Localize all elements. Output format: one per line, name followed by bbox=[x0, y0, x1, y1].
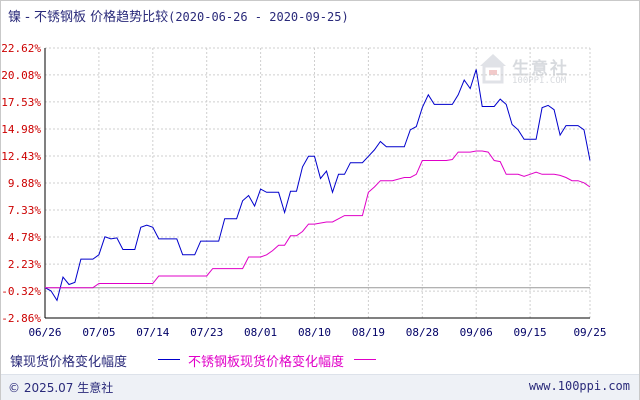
x-tick-label: 08/19 bbox=[352, 326, 385, 339]
x-tick-label: 09/15 bbox=[514, 326, 547, 339]
y-tick-label: 20.08% bbox=[1, 69, 41, 82]
axis-layer bbox=[44, 48, 590, 319]
footer-copyright: © 2025.07 生意社 bbox=[8, 381, 114, 395]
x-tick-label: 06/26 bbox=[28, 326, 61, 339]
grid-layer bbox=[44, 47, 591, 319]
legend-swatch-nickel bbox=[158, 359, 180, 360]
y-tick-label: 2.23% bbox=[8, 258, 41, 271]
x-tick-label: 07/23 bbox=[190, 326, 223, 339]
x-tick-label: 08/28 bbox=[406, 326, 439, 339]
chart-date-range: (2020-06-26 - 2020-09-25) bbox=[168, 10, 349, 24]
x-tick-labels: 06/26 07/05 07/14 07/23 08/01 08/10 08/19 08/28… bbox=[28, 326, 606, 339]
legend-swatch-stainless bbox=[354, 359, 376, 360]
watermark-url: 100PPI.COM bbox=[512, 76, 567, 86]
chart-title-text: 镍 - 不锈钢板 价格趋势比较 bbox=[8, 10, 169, 25]
legend-label-nickel: 镍现货价格变化幅度 bbox=[10, 355, 128, 370]
watermark-brand: 生意社 bbox=[512, 59, 569, 79]
y-tick-label: 9.88% bbox=[8, 177, 41, 190]
stainless-steel-price-line bbox=[45, 150, 591, 289]
legend-label-stainless: 不锈钢板现货价格变化幅度 bbox=[188, 355, 345, 370]
x-tick-label: 09/06 bbox=[460, 326, 493, 339]
nickel-price-line bbox=[44, 69, 591, 302]
x-tick-label: 08/10 bbox=[298, 326, 331, 339]
y-tick-label: 17.53% bbox=[1, 96, 41, 109]
series-layer bbox=[44, 69, 591, 302]
y-tick-labels: 22.62% 20.08% 17.53% 14.98% 12.43% 9.88% 7.33%… bbox=[1, 42, 41, 325]
y-tick-label: 22.62% bbox=[1, 42, 41, 55]
x-tick-label: 09/25 bbox=[573, 326, 606, 339]
x-tick-label: 08/01 bbox=[244, 326, 277, 339]
x-tick-label: 07/05 bbox=[82, 326, 115, 339]
y-tick-label: -0.32% bbox=[1, 285, 41, 298]
footer-site-link[interactable]: www.100ppi.com bbox=[528, 379, 630, 393]
watermark-logo: 生意社 100PPI.COM bbox=[478, 52, 567, 90]
chart-title: 镍 - 不锈钢板 价格趋势比较(2020-06-26 - 2020-09-25) bbox=[8, 6, 349, 25]
x-tick-label: 07/14 bbox=[136, 326, 169, 339]
house-logo-icon bbox=[480, 54, 506, 84]
y-tick-label: 12.43% bbox=[1, 150, 41, 163]
y-tick-label: 7.33% bbox=[8, 204, 41, 217]
footer-bar bbox=[1, 374, 639, 400]
y-tick-label: 14.98% bbox=[1, 123, 41, 136]
y-tick-label: -2.86% bbox=[1, 312, 41, 325]
y-tick-label: 4.78% bbox=[8, 231, 41, 244]
